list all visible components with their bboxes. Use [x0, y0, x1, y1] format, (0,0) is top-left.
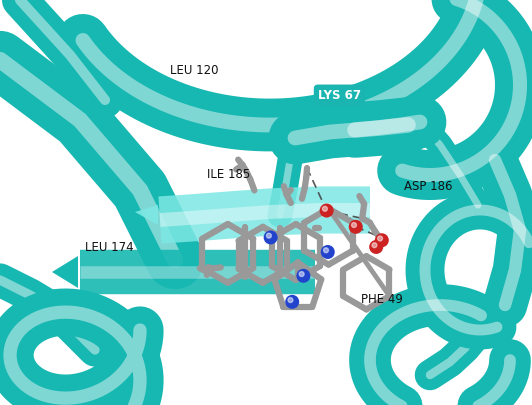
- Text: PHE 49: PHE 49: [361, 293, 403, 306]
- Text: ILE 185: ILE 185: [207, 168, 251, 181]
- Text: LEU 120: LEU 120: [170, 64, 219, 77]
- Text: LYS 67: LYS 67: [318, 89, 361, 102]
- Circle shape: [267, 233, 271, 238]
- Circle shape: [349, 220, 363, 234]
- Circle shape: [285, 295, 299, 309]
- Circle shape: [323, 248, 328, 253]
- Circle shape: [372, 243, 377, 248]
- Circle shape: [288, 298, 293, 303]
- Text: ASP 186: ASP 186: [404, 180, 453, 193]
- Circle shape: [375, 233, 389, 247]
- Circle shape: [296, 269, 310, 283]
- Text: LEU 174: LEU 174: [85, 241, 134, 254]
- Polygon shape: [52, 256, 78, 288]
- Polygon shape: [135, 205, 158, 225]
- Circle shape: [299, 272, 304, 277]
- Circle shape: [378, 236, 383, 241]
- Circle shape: [320, 204, 334, 217]
- Circle shape: [352, 223, 356, 228]
- Circle shape: [322, 207, 327, 211]
- Circle shape: [369, 240, 383, 254]
- Circle shape: [264, 230, 278, 245]
- Circle shape: [321, 245, 335, 259]
